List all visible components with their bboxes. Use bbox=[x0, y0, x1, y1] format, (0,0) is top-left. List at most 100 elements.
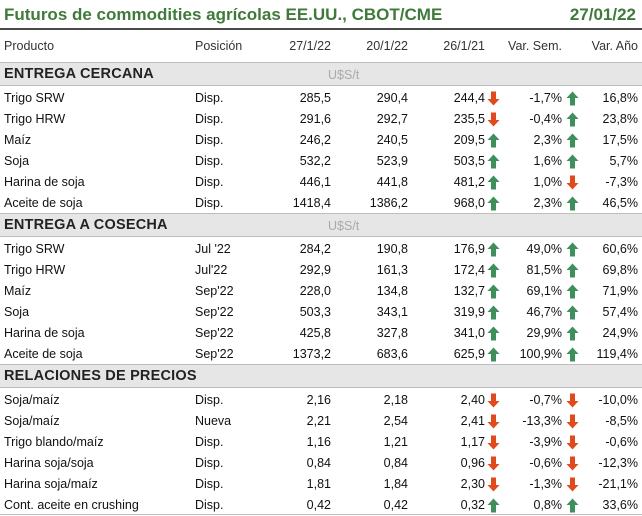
cell-value-26-1-21: 132,7 bbox=[453, 284, 485, 298]
section-title: ENTREGA A COSECHA bbox=[4, 217, 168, 233]
arrow-up-icon bbox=[566, 347, 579, 362]
cell-product: Harina de soja bbox=[4, 175, 85, 189]
cell-value-26-1-21: 503,5 bbox=[453, 154, 485, 168]
cell-value-20-1-22: 134,8 bbox=[376, 284, 408, 298]
cell-value-26-1-21: 341,0 bbox=[453, 326, 485, 340]
cell-position: Disp. bbox=[195, 456, 224, 470]
table-row: Harina de soja Disp. 446,1 441,8 481,2 1,0% -7… bbox=[0, 172, 642, 193]
table-row: Aceite de soja Sep'22 1373,2 683,6 625,9 100,… bbox=[0, 344, 642, 365]
table-row: Aceite de soja Disp. 1418,4 1386,2 968,0 2,3%… bbox=[0, 193, 642, 214]
cell-year-change: 16,8% bbox=[602, 91, 638, 105]
cell-value-26-1-21: 2,30 bbox=[460, 477, 485, 491]
cell-value-26-1-21: 2,40 bbox=[460, 393, 485, 407]
cell-position: Sep'22 bbox=[195, 305, 234, 319]
cell-value-27-1-22: 1,16 bbox=[306, 435, 331, 449]
arrow-up-icon bbox=[566, 133, 579, 148]
cell-value-27-1-22: 1373,2 bbox=[292, 347, 331, 361]
cell-week-change: -13,3% bbox=[522, 414, 562, 428]
table-row: Trigo HRW Jul'22 292,9 161,3 172,4 81,5% 69,8% bbox=[0, 260, 642, 281]
arrow-up-icon bbox=[566, 284, 579, 299]
cell-position: Disp. bbox=[195, 477, 224, 491]
header-year-change: Var. Año bbox=[591, 39, 638, 53]
cell-product: Soja/maíz bbox=[4, 393, 60, 407]
cell-product: Maíz bbox=[4, 133, 32, 147]
cell-value-27-1-22: 284,2 bbox=[299, 242, 331, 256]
arrow-up-icon bbox=[566, 498, 579, 513]
cell-year-change: -10,0% bbox=[598, 393, 638, 407]
cell-value-27-1-22: 446,1 bbox=[299, 175, 331, 189]
cell-value-20-1-22: 523,9 bbox=[376, 154, 408, 168]
cell-value-27-1-22: 0,84 bbox=[306, 456, 331, 470]
table-row: Trigo blando/maíz Disp. 1,16 1,21 1,17 -3,9% -… bbox=[0, 432, 642, 453]
cell-value-27-1-22: 246,2 bbox=[299, 133, 331, 147]
cell-position: Disp. bbox=[195, 435, 224, 449]
table-row: Harina soja/soja Disp. 0,84 0,84 0,96 -0,6% -1… bbox=[0, 453, 642, 474]
table-row: Maíz Disp. 246,2 240,5 209,5 2,3% 17,5% bbox=[0, 130, 642, 151]
arrow-up-icon bbox=[487, 498, 500, 513]
cell-product: Trigo SRW bbox=[4, 91, 65, 105]
arrow-up-icon bbox=[487, 133, 500, 148]
cell-position: Disp. bbox=[195, 196, 224, 210]
arrow-down-icon bbox=[487, 414, 500, 429]
arrow-up-icon bbox=[566, 242, 579, 257]
table-row: Trigo SRW Jul '22 284,2 190,8 176,9 49,0% 60,6… bbox=[0, 239, 642, 260]
cell-year-change: -7,3% bbox=[605, 175, 638, 189]
arrow-down-icon bbox=[487, 456, 500, 471]
arrow-down-icon bbox=[487, 477, 500, 492]
cell-year-change: 60,6% bbox=[602, 242, 638, 256]
cell-position: Jul'22 bbox=[195, 263, 228, 277]
cell-year-change: -21,1% bbox=[598, 477, 638, 491]
cell-position: Sep'22 bbox=[195, 326, 234, 340]
section-title: ENTREGA CERCANA bbox=[4, 66, 154, 82]
cell-position: Disp. bbox=[195, 154, 224, 168]
cell-value-27-1-22: 285,5 bbox=[299, 91, 331, 105]
arrow-up-icon bbox=[487, 242, 500, 257]
cell-value-20-1-22: 441,8 bbox=[376, 175, 408, 189]
cell-week-change: 81,5% bbox=[526, 263, 562, 277]
cell-week-change: 69,1% bbox=[526, 284, 562, 298]
section-unit: U$S/t bbox=[328, 219, 360, 233]
cell-value-27-1-22: 425,8 bbox=[299, 326, 331, 340]
column-header-row: Producto Posición 27/1/22 20/1/22 26/1/2… bbox=[0, 32, 642, 60]
table-row: Soja Disp. 532,2 523,9 503,5 1,6% 5,7% bbox=[0, 151, 642, 172]
arrow-up-icon bbox=[566, 91, 579, 106]
cell-value-20-1-22: 290,4 bbox=[376, 91, 408, 105]
cell-week-change: 2,3% bbox=[533, 133, 563, 147]
cell-product: Aceite de soja bbox=[4, 196, 83, 210]
arrow-down-icon bbox=[566, 435, 579, 450]
cell-year-change: 24,9% bbox=[602, 326, 638, 340]
section-header: RELACIONES DE PRECIOS bbox=[0, 364, 642, 388]
cell-value-20-1-22: 0,42 bbox=[383, 498, 408, 512]
cell-value-26-1-21: 172,4 bbox=[453, 263, 485, 277]
table-row: Harina de soja Sep'22 425,8 327,8 341,0 29,9%… bbox=[0, 323, 642, 344]
cell-week-change: -0,6% bbox=[529, 456, 562, 470]
title-bar: Futuros de commodities agrícolas EE.UU.,… bbox=[0, 0, 642, 30]
arrow-up-icon bbox=[487, 305, 500, 320]
cell-value-26-1-21: 209,5 bbox=[453, 133, 485, 147]
header-position: Posición bbox=[195, 39, 243, 53]
cell-value-27-1-22: 228,0 bbox=[299, 284, 331, 298]
table-row: Soja/maíz Nueva 2,21 2,54 2,41 -13,3% -8,5% bbox=[0, 411, 642, 432]
arrow-down-icon bbox=[566, 456, 579, 471]
arrow-down-icon bbox=[487, 435, 500, 450]
section-header: ENTREGA CERCANA U$S/t bbox=[0, 62, 642, 86]
cell-value-26-1-21: 1,17 bbox=[460, 435, 485, 449]
cell-product: Cont. aceite en crushing bbox=[4, 498, 139, 512]
cell-value-20-1-22: 343,1 bbox=[376, 305, 408, 319]
arrow-down-icon bbox=[487, 112, 500, 127]
table-row: Cont. aceite en crushing Disp. 0,42 0,42 0,3… bbox=[0, 495, 642, 516]
cell-value-26-1-21: 244,4 bbox=[453, 91, 485, 105]
table-row: Trigo HRW Disp. 291,6 292,7 235,5 -0,4% 23,8% bbox=[0, 109, 642, 130]
arrow-down-icon bbox=[566, 477, 579, 492]
cell-week-change: 29,9% bbox=[526, 326, 562, 340]
cell-position: Disp. bbox=[195, 112, 224, 126]
table-row: Harina soja/maíz Disp. 1,81 1,84 2,30 -1,3% -2… bbox=[0, 474, 642, 495]
cell-year-change: 57,4% bbox=[602, 305, 638, 319]
cell-product: Harina soja/maíz bbox=[4, 477, 98, 491]
cell-value-26-1-21: 481,2 bbox=[453, 175, 485, 189]
arrow-up-icon bbox=[487, 175, 500, 190]
header-product: Producto bbox=[4, 39, 55, 53]
cell-value-20-1-22: 1386,2 bbox=[369, 196, 408, 210]
arrow-down-icon bbox=[566, 175, 579, 190]
